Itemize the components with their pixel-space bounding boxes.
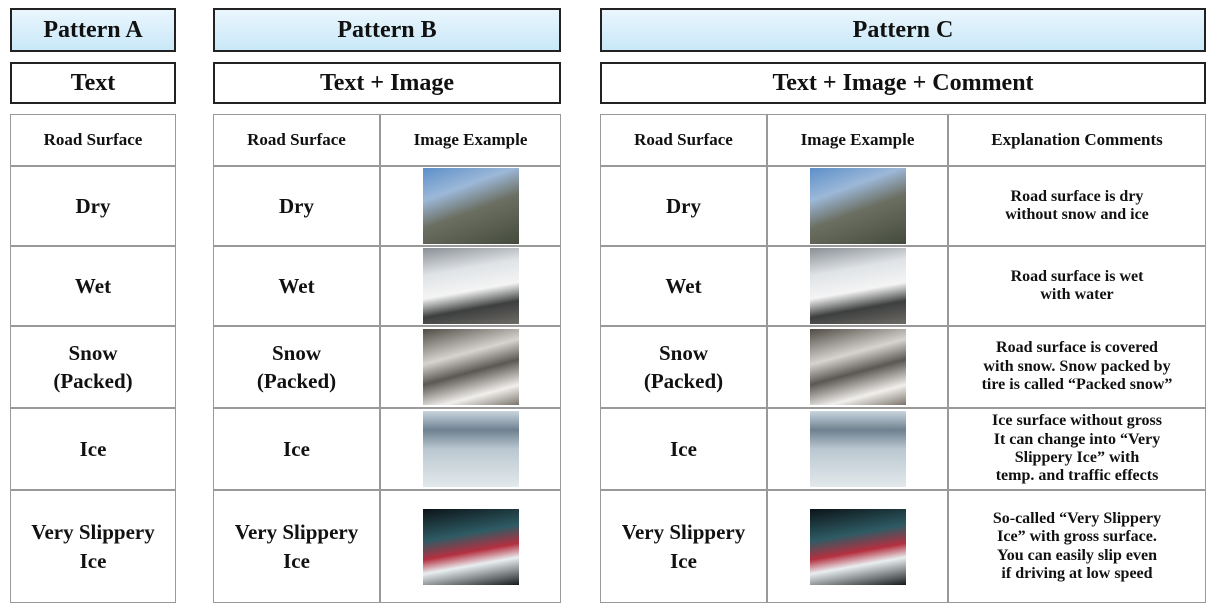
road-surface: Wet [10, 246, 176, 326]
road-image [809, 411, 906, 487]
road-image [809, 168, 906, 244]
road-image [422, 508, 519, 585]
pattern-title: Pattern C [600, 8, 1206, 52]
road-surface: Dry [213, 166, 380, 246]
column-header: Image Example [380, 114, 561, 166]
image-cell [767, 408, 948, 490]
road-surface: Snow (Packed) [10, 326, 176, 408]
column-header: Road Surface [600, 114, 767, 166]
pattern-subtitle: Text + Image [213, 62, 561, 104]
explanation: Road surface is dry without snow and ice [948, 166, 1206, 246]
image-cell [767, 166, 948, 246]
image-cell [380, 246, 561, 326]
explanation: So-called “Very Slippery Ice” with gross… [948, 490, 1206, 603]
image-cell [767, 246, 948, 326]
road-surface: Very Slippery Ice [10, 490, 176, 603]
image-cell [380, 490, 561, 603]
road-image [422, 329, 519, 405]
column-header: Image Example [767, 114, 948, 166]
road-surface: Ice [213, 408, 380, 490]
explanation: Road surface is wet with water [948, 246, 1206, 326]
image-cell [380, 326, 561, 408]
column-header: Explanation Comments [948, 114, 1206, 166]
road-surface: Dry [600, 166, 767, 246]
column-header: Road Surface [10, 114, 176, 166]
pattern-title: Pattern B [213, 8, 561, 52]
image-cell [767, 326, 948, 408]
image-cell [767, 490, 948, 603]
pattern-subtitle: Text [10, 62, 176, 104]
explanation: Road surface is covered with snow. Snow … [948, 326, 1206, 408]
road-image [422, 248, 519, 324]
road-image [809, 329, 906, 405]
road-surface: Snow (Packed) [600, 326, 767, 408]
road-surface: Snow (Packed) [213, 326, 380, 408]
road-image [809, 248, 906, 324]
road-surface: Ice [600, 408, 767, 490]
road-image [809, 508, 906, 585]
image-cell [380, 408, 561, 490]
explanation: Ice surface without gross It can change … [948, 408, 1206, 490]
road-surface: Wet [600, 246, 767, 326]
pattern-subtitle: Text + Image + Comment [600, 62, 1206, 104]
road-surface: Wet [213, 246, 380, 326]
road-surface: Very Slippery Ice [213, 490, 380, 603]
road-surface: Ice [10, 408, 176, 490]
road-surface: Dry [10, 166, 176, 246]
image-cell [380, 166, 561, 246]
road-surface: Very Slippery Ice [600, 490, 767, 603]
road-image [422, 168, 519, 244]
column-header: Road Surface [213, 114, 380, 166]
road-image [422, 411, 519, 487]
pattern-title: Pattern A [10, 8, 176, 52]
